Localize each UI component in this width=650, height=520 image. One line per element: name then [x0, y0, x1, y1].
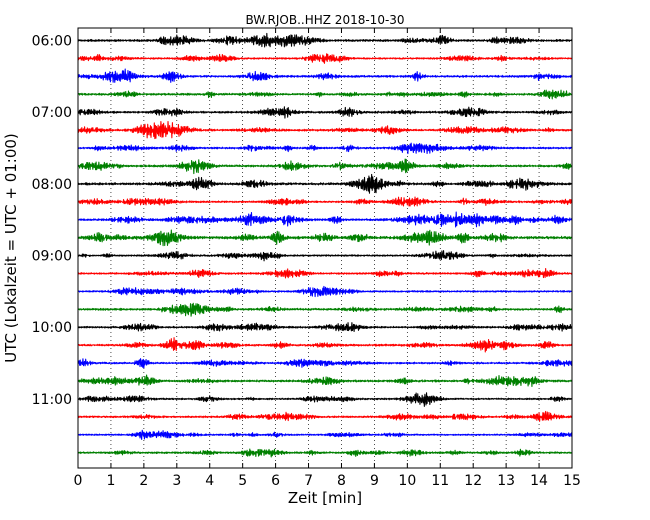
- seismic-trace: [77, 429, 573, 440]
- grid-lines: [110, 28, 540, 468]
- seismic-trace: [77, 392, 573, 407]
- plot-frame: [77, 27, 573, 469]
- seismic-trace: [77, 267, 573, 279]
- seismic-trace: [77, 229, 573, 247]
- x-tick-label: 0: [74, 473, 83, 489]
- x-axis-label: Zeit [min]: [288, 489, 362, 507]
- y-tick-label: 07:00: [32, 105, 72, 121]
- x-tick-label: 4: [205, 473, 214, 489]
- chart-title: BW.RJOB..HHZ 2018-10-30: [245, 13, 404, 27]
- x-tick-label: 2: [139, 473, 148, 489]
- seismic-trace: [77, 250, 573, 262]
- seismic-trace: [77, 410, 573, 422]
- seismic-trace: [77, 53, 573, 64]
- y-tick-label: 08:00: [32, 177, 72, 193]
- y-tick-label: 06:00: [32, 34, 72, 50]
- x-tick-label: 6: [271, 473, 280, 489]
- y-axis-label: UTC (Lokalzeit = UTC + 01:00): [2, 133, 20, 363]
- seismic-trace: [77, 196, 573, 207]
- x-tick-label: 7: [304, 473, 313, 489]
- seismic-trace: [77, 173, 573, 194]
- seismic-trace: [77, 106, 573, 119]
- y-tick-label: 10:00: [32, 320, 72, 336]
- seismic-trace: [77, 337, 573, 353]
- seismic-trace: [77, 358, 573, 369]
- x-tick-label: 13: [497, 473, 515, 489]
- traces-group: [77, 32, 573, 458]
- x-tick-label: 15: [563, 473, 581, 489]
- x-tick-label: 3: [172, 473, 181, 489]
- seismic-trace: [77, 374, 573, 388]
- x-tick-label: 5: [238, 473, 247, 489]
- seismic-trace: [77, 211, 573, 228]
- seismic-trace: [77, 32, 573, 48]
- seismic-trace: [77, 142, 573, 155]
- seismic-trace: [77, 120, 573, 140]
- seismic-trace: [77, 448, 573, 458]
- x-tick-label: 8: [337, 473, 346, 489]
- seismic-trace: [77, 322, 573, 333]
- y-tick-label: 11:00: [32, 392, 72, 408]
- x-tick-label: 14: [530, 473, 548, 489]
- y-tick-label: 09:00: [32, 249, 72, 265]
- x-tick-label: 11: [431, 473, 449, 489]
- x-tick-label: 10: [398, 473, 416, 489]
- seismic-trace: [77, 68, 573, 83]
- seismic-trace: [77, 158, 573, 175]
- seismic-trace: [77, 285, 573, 298]
- seismic-trace: [77, 89, 573, 100]
- x-tick-label: 1: [106, 473, 115, 489]
- seismic-trace: [77, 302, 573, 317]
- x-tick-label: 9: [370, 473, 379, 489]
- x-axis-ticks: 0 1 2 3 4 5 6 7 8 9 10 11 12 13 14 15: [74, 28, 581, 489]
- x-tick-label: 12: [464, 473, 482, 489]
- y-axis-ticks: 06:00 07:00 08:00 09:00 10:00 11:00: [32, 34, 572, 408]
